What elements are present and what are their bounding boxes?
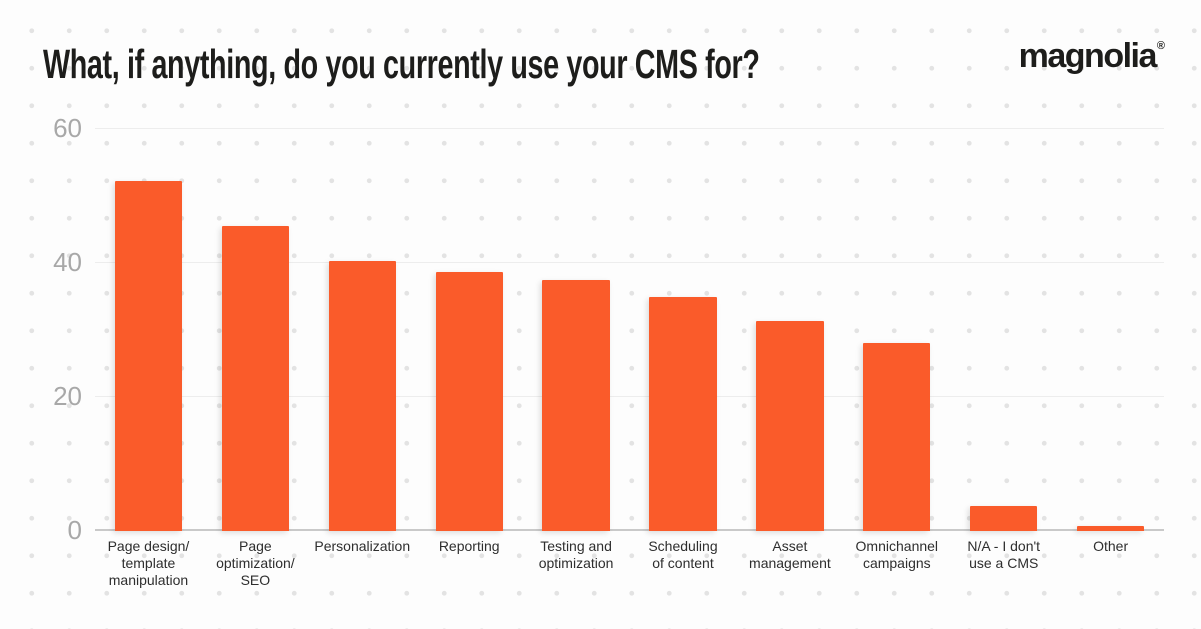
- bar: [1076, 526, 1145, 531]
- y-axis-tick-label: 0: [67, 515, 82, 545]
- label-line: Omnichannel: [855, 538, 939, 554]
- label-line: Personalization: [314, 538, 411, 554]
- bar: [221, 226, 290, 531]
- label-line: Reporting: [438, 538, 500, 554]
- x-axis-label: N/A - I don't use a CMS: [950, 538, 1057, 589]
- plot-area: 0 20 40 60: [53, 111, 1164, 545]
- bar: [328, 261, 396, 531]
- x-axis-label: Personalization: [309, 538, 416, 589]
- label-line: manipulation: [108, 572, 189, 588]
- bar-slot: [843, 111, 950, 531]
- x-axis-label: Page optimization/SEO: [202, 538, 309, 589]
- label-line: Page design/: [107, 538, 190, 554]
- logo-text: magnolia: [1018, 37, 1158, 75]
- bar-chart: 0 20 40 60 Page design/template manipulation…: [30, 111, 1164, 589]
- x-axis-label: Scheduling of content: [630, 538, 737, 589]
- bar-slot: [416, 111, 523, 531]
- label-line: management: [749, 555, 831, 571]
- y-axis-tick-label: 40: [53, 247, 82, 277]
- x-axis-label: Omnichannel campaigns: [843, 538, 950, 589]
- x-axis-label: Reporting: [416, 538, 523, 589]
- bar-slot: [309, 111, 416, 531]
- label-line: Page: [239, 538, 272, 554]
- bar: [970, 505, 1038, 531]
- label-line: Asset: [772, 538, 808, 554]
- label-line: of content: [652, 555, 714, 571]
- label-line: SEO: [240, 572, 271, 588]
- bar: [114, 181, 183, 531]
- y-axis-tick-label: 60: [53, 113, 82, 143]
- y-axis-tick-label: 20: [53, 381, 82, 411]
- bar: [435, 271, 503, 531]
- bar-slot: [202, 111, 309, 531]
- label-line: Other: [1093, 538, 1129, 554]
- label-line: optimization: [538, 555, 614, 571]
- bar-slot: [523, 111, 630, 531]
- bar-slot: [950, 111, 1057, 531]
- bar-slot: [95, 111, 202, 531]
- label-line: N/A - I don't: [967, 538, 1041, 554]
- x-axis-labels-row: Page design/template manipulation Page opti…: [95, 538, 1164, 589]
- gridline: [95, 396, 1164, 397]
- bar: [649, 297, 717, 531]
- x-axis-label: Other: [1057, 538, 1164, 589]
- x-axis-label: Asset management: [736, 538, 843, 589]
- x-axis-label: Testing and optimization: [523, 538, 630, 589]
- bars-row: [95, 111, 1164, 531]
- page-title: What, if anything, do you currently use …: [43, 41, 760, 87]
- x-axis-baseline: [95, 529, 1164, 531]
- bar-slot: [736, 111, 843, 531]
- bar-slot: [630, 111, 737, 531]
- label-line: Scheduling: [648, 538, 718, 554]
- bar: [542, 279, 610, 531]
- gridline: [95, 262, 1164, 263]
- gridline: [95, 128, 1164, 129]
- bar-slot: [1057, 111, 1164, 531]
- label-line: template: [121, 555, 176, 571]
- label-line: Testing and: [540, 538, 612, 554]
- label-line: use a CMS: [969, 555, 1039, 571]
- header: What, if anything, do you currently use …: [0, 0, 1201, 100]
- magnolia-logo: magnolia®: [1019, 37, 1165, 76]
- label-line: optimization/: [216, 555, 295, 571]
- bar: [863, 342, 931, 531]
- x-axis-label: Page design/template manipulation: [95, 538, 202, 589]
- logo-registered-mark: ®: [1156, 40, 1165, 52]
- bar: [756, 321, 824, 531]
- label-line: campaigns: [862, 555, 931, 571]
